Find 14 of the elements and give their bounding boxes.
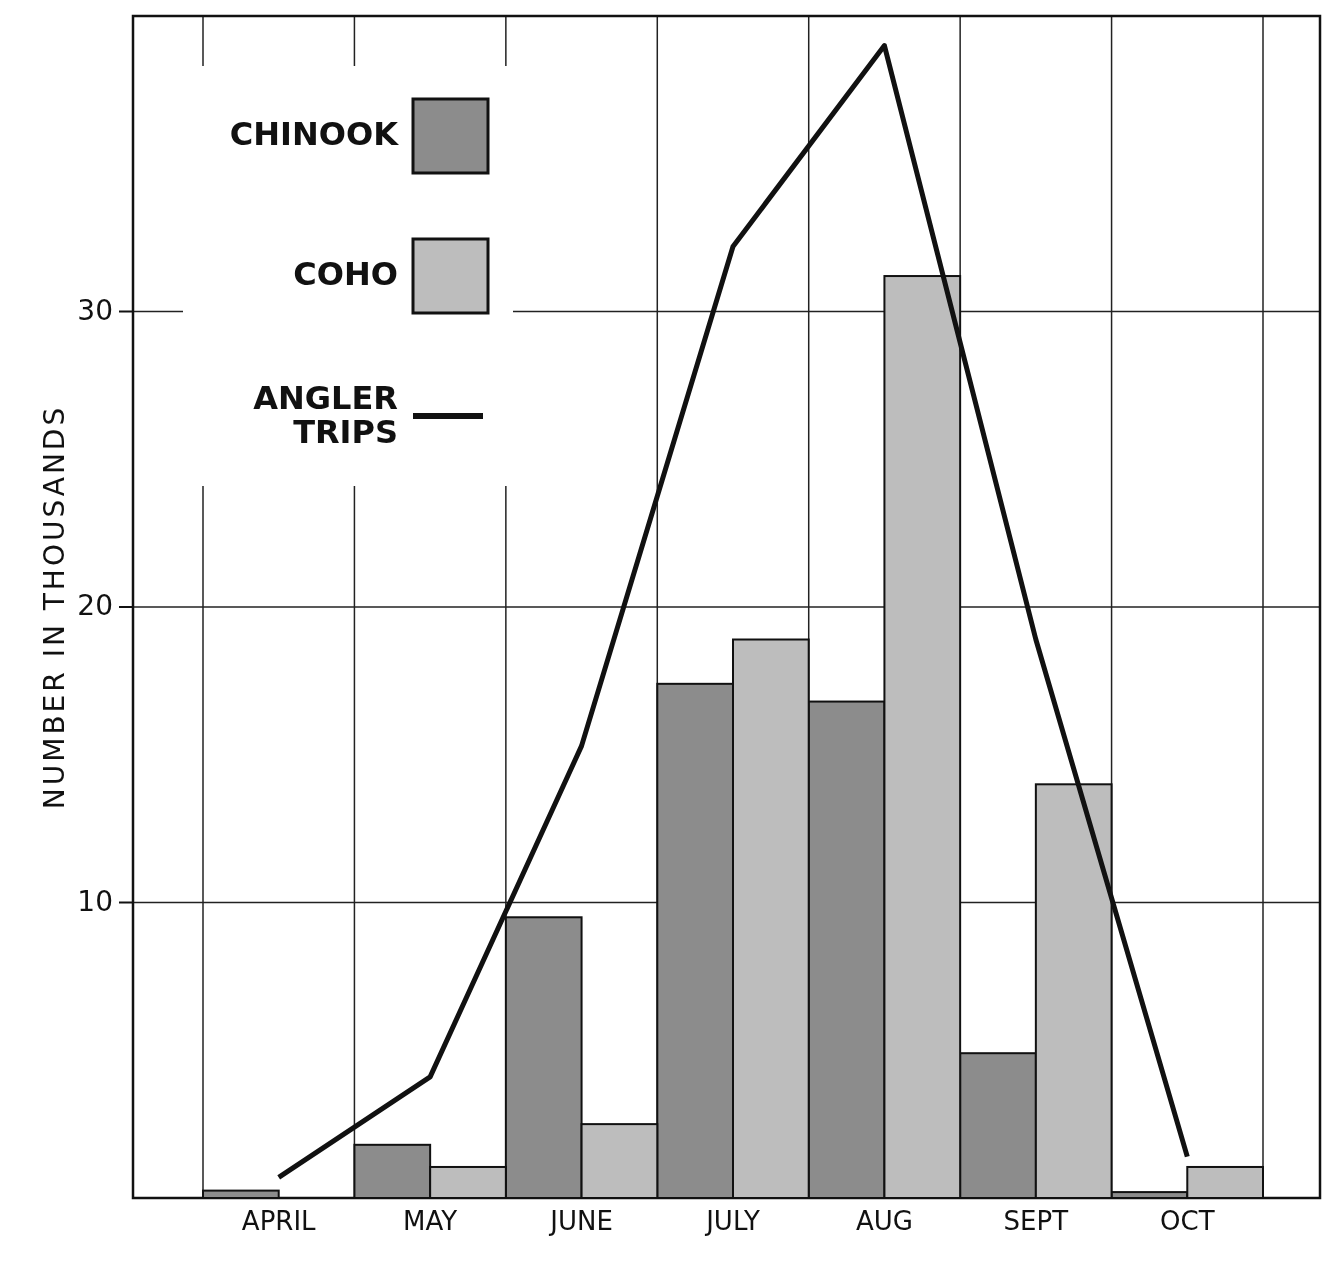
y-axis-title: NUMBER IN THOUSANDS [38,404,71,810]
legend-label: COHO [293,255,398,293]
x-tick-label: OCT [1160,1206,1215,1236]
x-tick-label: MAY [403,1206,458,1236]
x-tick-label: SEPT [1003,1206,1069,1236]
x-tick-label: APRIL [241,1206,317,1236]
legend-label: CHINOOK [229,115,400,153]
x-tick-label: AUG [855,1206,913,1236]
y-tick-label: 30 [77,293,113,327]
legend-label: ANGLER TRIPS [253,379,398,451]
x-tick-label: JUNE [548,1206,613,1236]
y-tick-label: 20 [77,589,113,622]
x-tick-label: JULY [704,1206,760,1236]
y-tick-label: 10 [77,884,113,918]
